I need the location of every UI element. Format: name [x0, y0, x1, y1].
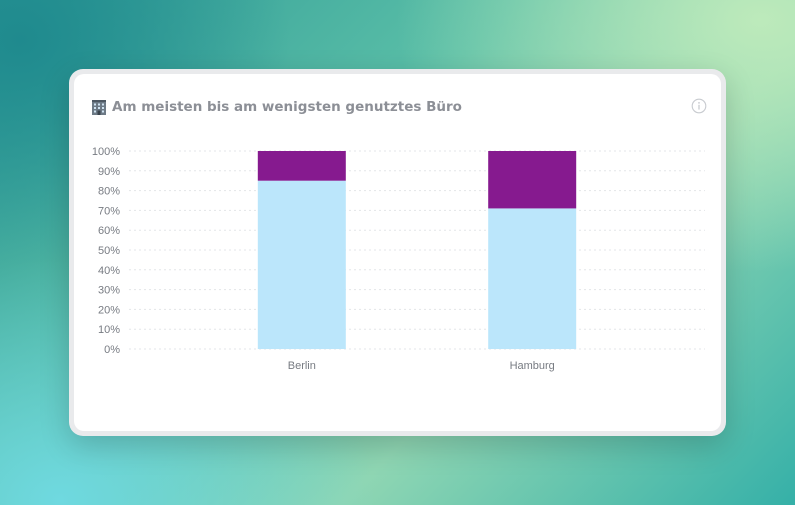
chart-title: Am meisten bis am wenigsten genutztes Bü… [112, 99, 462, 115]
x-category-label: Berlin [288, 360, 316, 372]
chart-card-frame: Am meisten bis am wenigsten genutztes Bü… [69, 69, 726, 436]
y-tick-label: 100% [92, 146, 120, 158]
y-tick-label: 20% [98, 304, 120, 316]
office-building-icon [92, 100, 106, 115]
info-icon[interactable] [691, 98, 707, 114]
bar-segment-hamburg-1[interactable] [488, 151, 577, 209]
y-tick-label: 90% [98, 166, 120, 178]
y-tick-label: 10% [98, 324, 120, 336]
y-tick-label: 0% [104, 344, 120, 356]
y-tick-label: 50% [98, 245, 120, 257]
chart-card: Am meisten bis am wenigsten genutztes Bü… [74, 74, 721, 431]
card-header: Am meisten bis am wenigsten genutztes Bü… [90, 98, 462, 116]
bar-segment-berlin-0[interactable] [257, 180, 346, 349]
y-tick-label: 80% [98, 186, 120, 198]
bar-segment-hamburg-0[interactable] [488, 208, 577, 349]
stacked-bar-chart: 0% 10% 20% 30% 40% 50% 60% 70% 80% 90% 100% Berlin H… [92, 146, 705, 372]
x-category-label: Hamburg [510, 360, 555, 372]
y-tick-label: 40% [98, 265, 120, 277]
y-tick-label: 70% [98, 205, 120, 217]
y-tick-label: 60% [98, 225, 120, 237]
y-tick-label: 30% [98, 285, 120, 297]
bar-segment-berlin-1[interactable] [257, 151, 346, 181]
